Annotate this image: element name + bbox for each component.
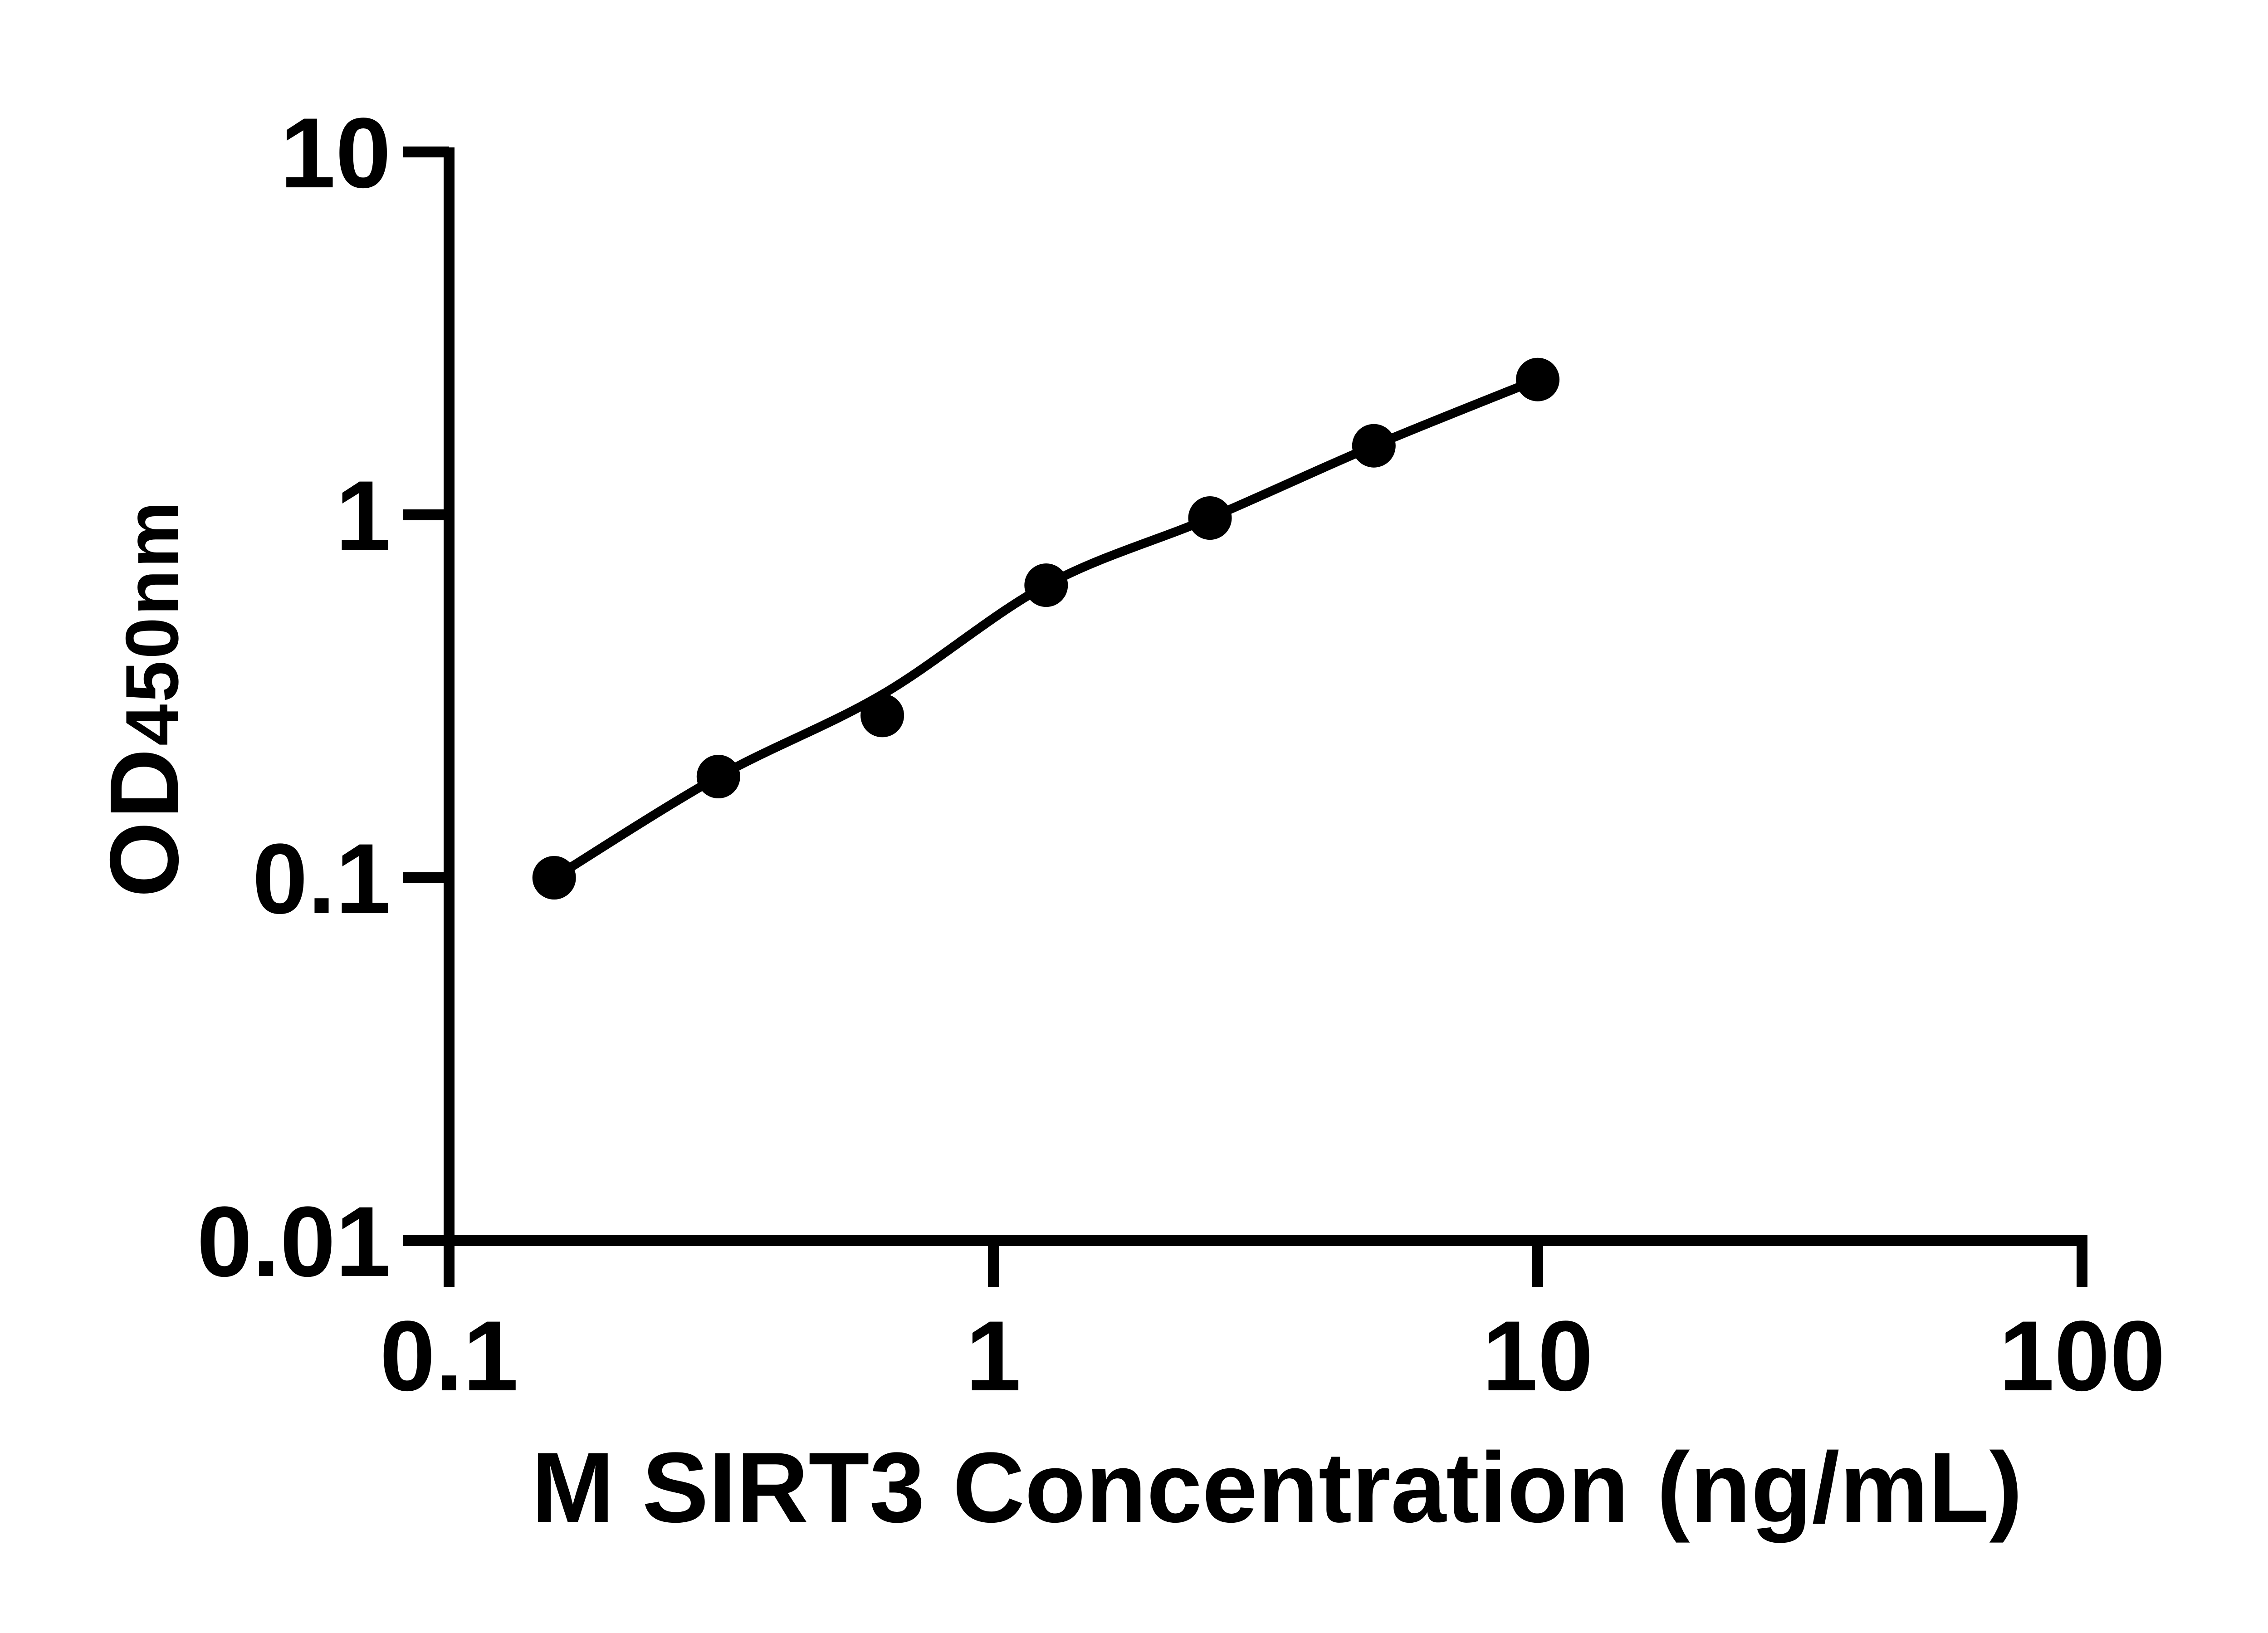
y-tick-label: 1 bbox=[336, 460, 391, 572]
data-point-marker bbox=[1188, 496, 1232, 540]
data-point-marker bbox=[1024, 563, 1068, 607]
data-point-marker bbox=[532, 856, 576, 900]
y-tick-label: 0.1 bbox=[252, 823, 391, 934]
y-tick-label: 0.01 bbox=[197, 1186, 391, 1297]
data-point-marker bbox=[1516, 357, 1559, 401]
x-tick-label: 10 bbox=[1482, 1300, 1593, 1412]
y-axis-title: OD450nm bbox=[89, 499, 199, 897]
data-point-marker bbox=[1352, 424, 1396, 468]
x-tick-label: 1 bbox=[966, 1300, 1021, 1412]
x-tick-label: 100 bbox=[1999, 1300, 2165, 1412]
y-axis-title-sub: 450nm bbox=[110, 499, 194, 746]
x-tick-label: 0.1 bbox=[380, 1300, 518, 1412]
data-point-marker bbox=[696, 755, 740, 798]
y-tick-label: 10 bbox=[280, 97, 391, 209]
data-point-marker bbox=[860, 694, 904, 738]
data-points bbox=[532, 357, 1559, 900]
x-axis-title: M SIRT3 Concentration (ng/mL) bbox=[531, 1432, 2023, 1543]
x-axis-ticks: 0.1 1 10 100 bbox=[380, 1241, 2165, 1412]
y-axis-title-main: OD bbox=[89, 746, 199, 898]
y-axis-ticks: 10 1 0.1 0.01 bbox=[197, 97, 449, 1297]
